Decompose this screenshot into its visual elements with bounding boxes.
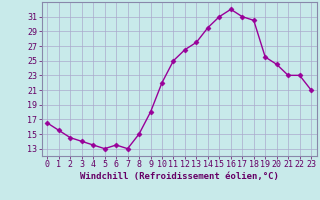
X-axis label: Windchill (Refroidissement éolien,°C): Windchill (Refroidissement éolien,°C): [80, 172, 279, 181]
